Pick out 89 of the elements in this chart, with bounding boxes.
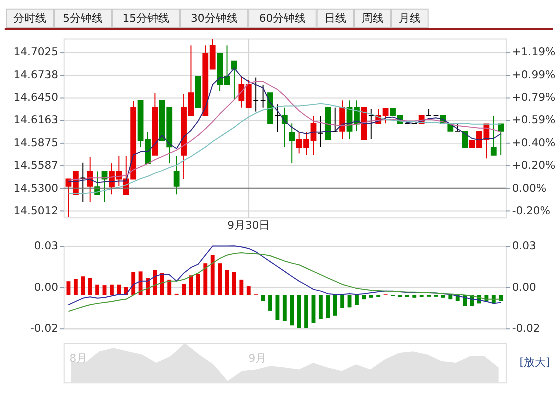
candlestick [87,156,94,203]
y2-tick-label: +1.19% [512,46,556,59]
bar [196,274,200,296]
text: 30分钟线 [191,12,238,26]
bar [304,295,308,328]
y-tick-label: 14.6738 [14,68,59,82]
y2-tick-label: -0.02 [512,322,540,336]
candlestick [340,100,346,140]
text: 60分钟线 [259,12,306,26]
candlestick [318,116,324,148]
candlestick [462,130,468,148]
bar [369,295,374,298]
bar [297,295,302,328]
text: [放大] [520,356,550,369]
y-tick-label: 14.7025 [14,46,58,59]
y2-tick-label: -0.20% [512,204,551,218]
text: 5分钟线 [63,12,103,26]
bar [110,284,114,296]
candlestick [490,116,497,156]
y2-tick-label: 0.00 [512,280,537,294]
y2-tick-label: +0.79% [512,91,556,104]
bar [246,286,251,296]
bar [182,284,186,296]
bar [240,280,244,296]
y-tick-label: 0.00 [34,280,59,294]
candlestick [232,60,238,100]
y-tick-label: 14.5587 [14,159,58,172]
bar [160,273,164,296]
bar [168,280,172,296]
y-tick-label: 14.6163 [14,114,58,127]
bar [355,295,359,306]
text: 分时线 [14,12,47,26]
y2-tick-label: 0.03 [512,240,536,253]
bar [204,264,208,296]
bar [340,295,345,308]
y-tick-label: 14.5300 [14,182,59,195]
bar [412,295,417,298]
bar [326,295,330,318]
candlestick [253,77,260,112]
bar [138,272,143,296]
bar [210,255,215,296]
bar [261,295,266,302]
bar [132,272,136,296]
line-series [68,252,502,312]
bar [153,270,158,296]
y-tick-label: 14.5875 [14,136,58,150]
candlestick [332,107,338,133]
candlestick [260,84,266,108]
y-tick-label: 14.6450 [14,91,59,104]
bar [74,279,78,296]
candlestick [289,123,296,164]
x-tick-label: 9月30日 [228,218,270,232]
bar [290,295,294,326]
y2-tick-label: +0.40% [512,136,556,150]
bar [225,270,230,296]
bar [102,286,107,296]
bar [333,295,338,316]
candlestick [174,156,180,196]
y-tick-label: 14.5012 [14,204,58,218]
bar [88,278,92,296]
bar [318,295,323,320]
bar [282,295,287,322]
candlestick [274,104,281,133]
y-tick-label: 0.03 [34,240,58,253]
bar [441,295,446,298]
y-tick-label: -0.02 [30,322,58,336]
bar [66,282,71,296]
candlestick [426,109,432,117]
bar [448,295,453,300]
candlestick [498,124,504,156]
bar [268,295,272,311]
text: 周线 [362,12,384,26]
bar [81,276,86,296]
y2-tick-label: 0.00% [512,182,547,195]
y2-tick-label: +0.20% [512,159,556,172]
text: 日线 [324,12,347,26]
candlestick [368,109,374,140]
bar [218,264,222,296]
bar [362,295,366,300]
bar [117,284,122,296]
text: 月线 [399,12,422,26]
text: 15分钟线 [122,12,170,26]
candlestick [80,162,86,203]
y2-tick-label: +0.59% [512,114,556,127]
bar [232,272,236,296]
bar [276,295,280,320]
bar [96,284,100,296]
y2-tick-label: +0.99% [512,68,556,82]
line-series [68,246,502,306]
